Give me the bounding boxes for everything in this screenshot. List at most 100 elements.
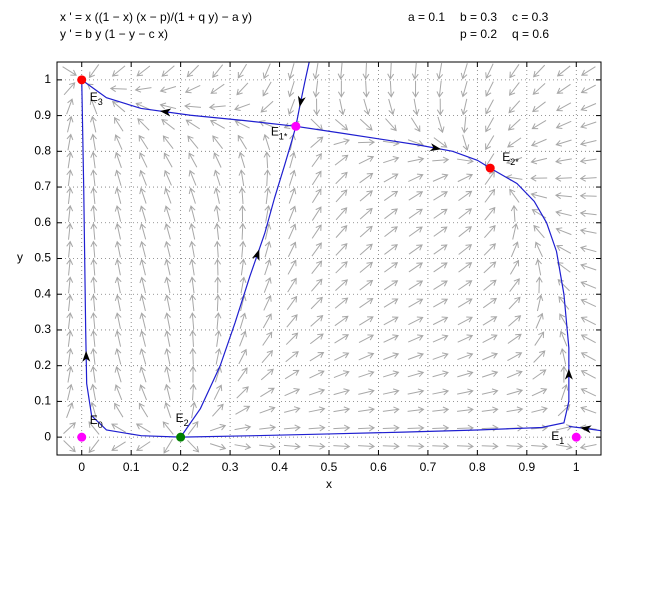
x-tick-label: 0.2: [172, 460, 189, 474]
field-arrow: [506, 370, 523, 379]
field-arrow: [135, 102, 152, 111]
field-arrow: [213, 152, 222, 168]
field-arrow: [283, 424, 301, 432]
field-arrow: [359, 279, 374, 291]
field-arrow: [312, 80, 320, 98]
field-arrow: [580, 121, 597, 129]
field-arrow: [359, 243, 373, 256]
field-arrow: [530, 157, 548, 165]
field-arrow: [66, 115, 74, 133]
field-arrow: [285, 351, 299, 363]
field-arrow: [114, 402, 124, 418]
field-arrow: [362, 80, 370, 98]
field-arrow: [384, 244, 398, 255]
field-arrow: [239, 258, 247, 276]
field-arrow: [506, 442, 524, 450]
field-arrow: [209, 119, 225, 129]
field-arrow: [509, 278, 520, 292]
field-arrow: [136, 65, 151, 77]
field-arrow: [388, 98, 395, 116]
field-arrow: [309, 370, 325, 379]
field-arrow: [333, 370, 350, 379]
field-arrow: [114, 348, 122, 365]
field-arrow: [335, 225, 348, 238]
field-arrow: [66, 98, 74, 115]
field-arrow: [88, 439, 100, 454]
field-arrow: [358, 388, 375, 396]
field-arrow: [215, 347, 222, 365]
field-arrow: [263, 169, 271, 187]
field-arrow: [337, 62, 345, 80]
field-arrow: [190, 401, 197, 419]
field-arrow: [408, 262, 423, 273]
field-arrow: [234, 424, 252, 431]
field-arrow: [408, 280, 424, 290]
field-arrow: [114, 312, 122, 329]
field-arrow: [359, 118, 373, 131]
field-arrow: [433, 280, 448, 290]
field-arrow: [90, 347, 98, 365]
field-arrow: [383, 155, 400, 164]
equation: y ' = b y (1 − y − c x): [60, 27, 168, 41]
field-arrow: [189, 347, 197, 365]
field-arrow: [213, 169, 221, 186]
field-arrow: [262, 313, 272, 329]
field-arrow: [457, 316, 473, 326]
field-arrow: [139, 294, 147, 312]
field-arrow: [189, 294, 197, 312]
field-arrow: [214, 258, 222, 276]
field-arrow: [288, 205, 297, 222]
field-arrow: [90, 222, 98, 240]
field-arrow: [556, 65, 571, 77]
field-arrow: [66, 365, 74, 383]
field-arrow: [212, 403, 224, 417]
field-arrow: [114, 258, 122, 276]
field-arrow: [531, 388, 548, 397]
field-arrow: [310, 315, 324, 327]
field-arrow: [138, 402, 149, 418]
field-arrow: [335, 261, 348, 274]
field-arrow: [408, 191, 424, 201]
field-arrow: [333, 406, 351, 414]
field-arrow: [358, 406, 375, 414]
field-arrow: [458, 226, 473, 238]
field-arrow: [535, 258, 542, 276]
field-arrow: [334, 118, 349, 131]
field-arrow: [139, 258, 147, 276]
field-arrow: [433, 208, 448, 219]
field-arrow: [335, 243, 348, 256]
field-arrow: [287, 98, 296, 116]
field-arrow: [237, 63, 247, 79]
field-arrow: [408, 298, 424, 308]
x-tick-label: 0.5: [321, 460, 338, 474]
field-arrow: [334, 154, 349, 166]
field-arrow: [262, 133, 271, 151]
field-arrow: [213, 384, 223, 400]
field-arrow: [485, 81, 494, 97]
field-arrow: [580, 352, 596, 362]
field-arrow: [432, 316, 449, 326]
field-arrow: [383, 316, 399, 326]
field-arrow: [90, 294, 98, 312]
field-arrow: [111, 423, 126, 433]
field-arrow: [555, 443, 573, 451]
field-arrow: [263, 151, 271, 169]
equilibrium-label-sub: 3: [98, 97, 103, 107]
field-arrow: [189, 365, 197, 383]
field-arrow: [139, 384, 148, 401]
field-arrow: [114, 134, 123, 150]
field-arrow: [114, 330, 122, 347]
field-arrow: [310, 296, 323, 310]
field-arrow: [334, 297, 349, 309]
field-arrow: [579, 210, 597, 217]
field-arrow: [530, 191, 548, 199]
trajectory: [295, 61, 310, 127]
field-arrow: [260, 100, 274, 113]
equilibrium-label-main: E: [90, 90, 98, 104]
field-arrow: [559, 330, 568, 347]
field-arrow: [579, 157, 597, 165]
field-arrow: [382, 442, 400, 450]
field-arrow: [333, 388, 350, 396]
field-arrow: [288, 169, 297, 186]
field-arrow: [579, 174, 597, 182]
